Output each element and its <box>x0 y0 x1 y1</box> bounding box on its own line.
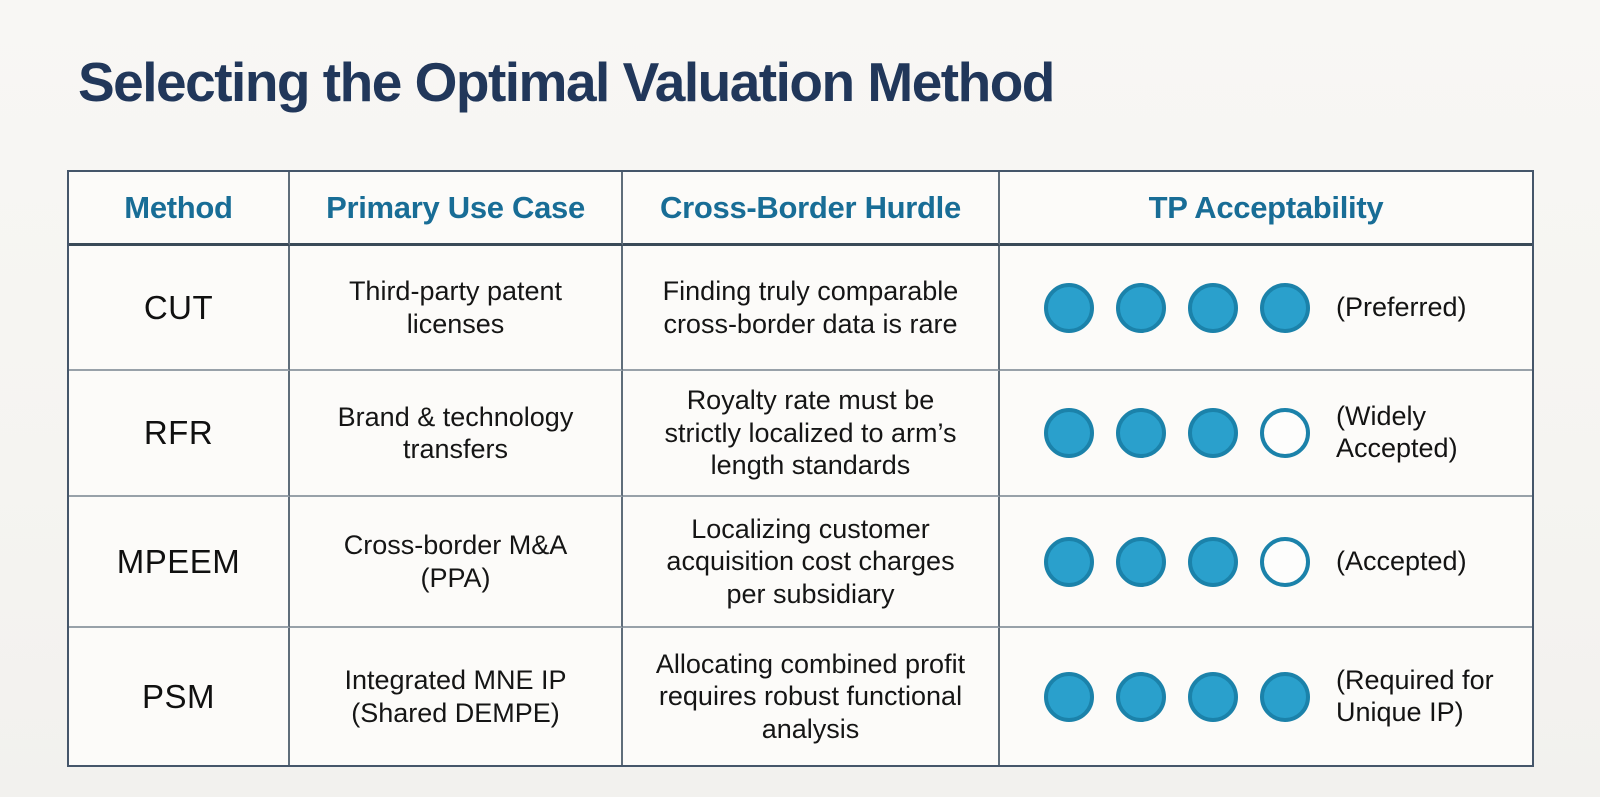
rating-dot-filled <box>1044 671 1094 722</box>
method-name-psm: PSM <box>69 628 290 765</box>
valuation-methods-table: Method Primary Use Case Cross-Border Hur… <box>67 170 1534 767</box>
use-case-cut: Third-party patent licenses <box>290 246 623 371</box>
tp-acceptability-mpeem: (Accepted) <box>1000 497 1532 628</box>
tp-acceptability-psm: (Required for Unique IP) <box>1000 628 1532 765</box>
method-name-mpeem: MPEEM <box>69 497 290 628</box>
rating-dot-filled <box>1188 282 1238 333</box>
hurdle-rfr: Royalty rate must be strictly localized … <box>623 371 1000 497</box>
hurdle-cut: Finding truly comparable cross-border da… <box>623 246 1000 371</box>
rating-dot-filled <box>1188 536 1238 587</box>
rating-dot-filled <box>1044 282 1094 333</box>
rating-label: (Required for Unique IP) <box>1336 664 1494 727</box>
rating-dot-filled <box>1260 671 1310 722</box>
rating-label: (Widely Accepted) <box>1336 401 1458 463</box>
rating-dot-filled <box>1116 282 1166 333</box>
rating-dot-filled <box>1116 671 1166 722</box>
rating-dot-filled <box>1116 536 1166 587</box>
column-header-method: Method <box>69 172 290 246</box>
rating-dot-filled <box>1260 282 1310 333</box>
rating-dots <box>1044 408 1310 458</box>
rating-dots <box>1044 536 1310 587</box>
rating-label: (Preferred) <box>1336 291 1467 322</box>
rating-dots <box>1044 671 1310 722</box>
rating-dot-filled <box>1116 408 1166 458</box>
rating-dot-filled <box>1188 671 1238 722</box>
use-case-rfr: Brand & technology transfers <box>290 371 623 497</box>
column-header-cross-border-hurdle: Cross-Border Hurdle <box>623 172 1000 246</box>
rating-dot-filled <box>1188 408 1238 458</box>
use-case-psm: Integrated MNE IP (Shared DEMPE) <box>290 628 623 765</box>
rating-dot-filled <box>1044 408 1094 458</box>
method-name-cut: CUT <box>69 246 290 371</box>
rating-label: (Accepted) <box>1336 545 1467 576</box>
tp-acceptability-rfr: (Widely Accepted) <box>1000 371 1532 497</box>
rating-dot-filled <box>1044 536 1094 587</box>
rating-dots <box>1044 282 1310 333</box>
column-header-primary-use-case: Primary Use Case <box>290 172 623 246</box>
use-case-mpeem: Cross-border M&A (PPA) <box>290 497 623 628</box>
rating-dot-empty <box>1260 408 1310 458</box>
hurdle-psm: Allocating combined profit requires robu… <box>623 628 1000 765</box>
hurdle-mpeem: Localizing customer acquisition cost cha… <box>623 497 1000 628</box>
method-name-rfr: RFR <box>69 371 290 497</box>
rating-dot-empty <box>1260 536 1310 587</box>
page-title: Selecting the Optimal Valuation Method <box>78 51 1055 113</box>
tp-acceptability-cut: (Preferred) <box>1000 246 1532 371</box>
column-header-tp-acceptability: TP Acceptability <box>1000 172 1532 246</box>
